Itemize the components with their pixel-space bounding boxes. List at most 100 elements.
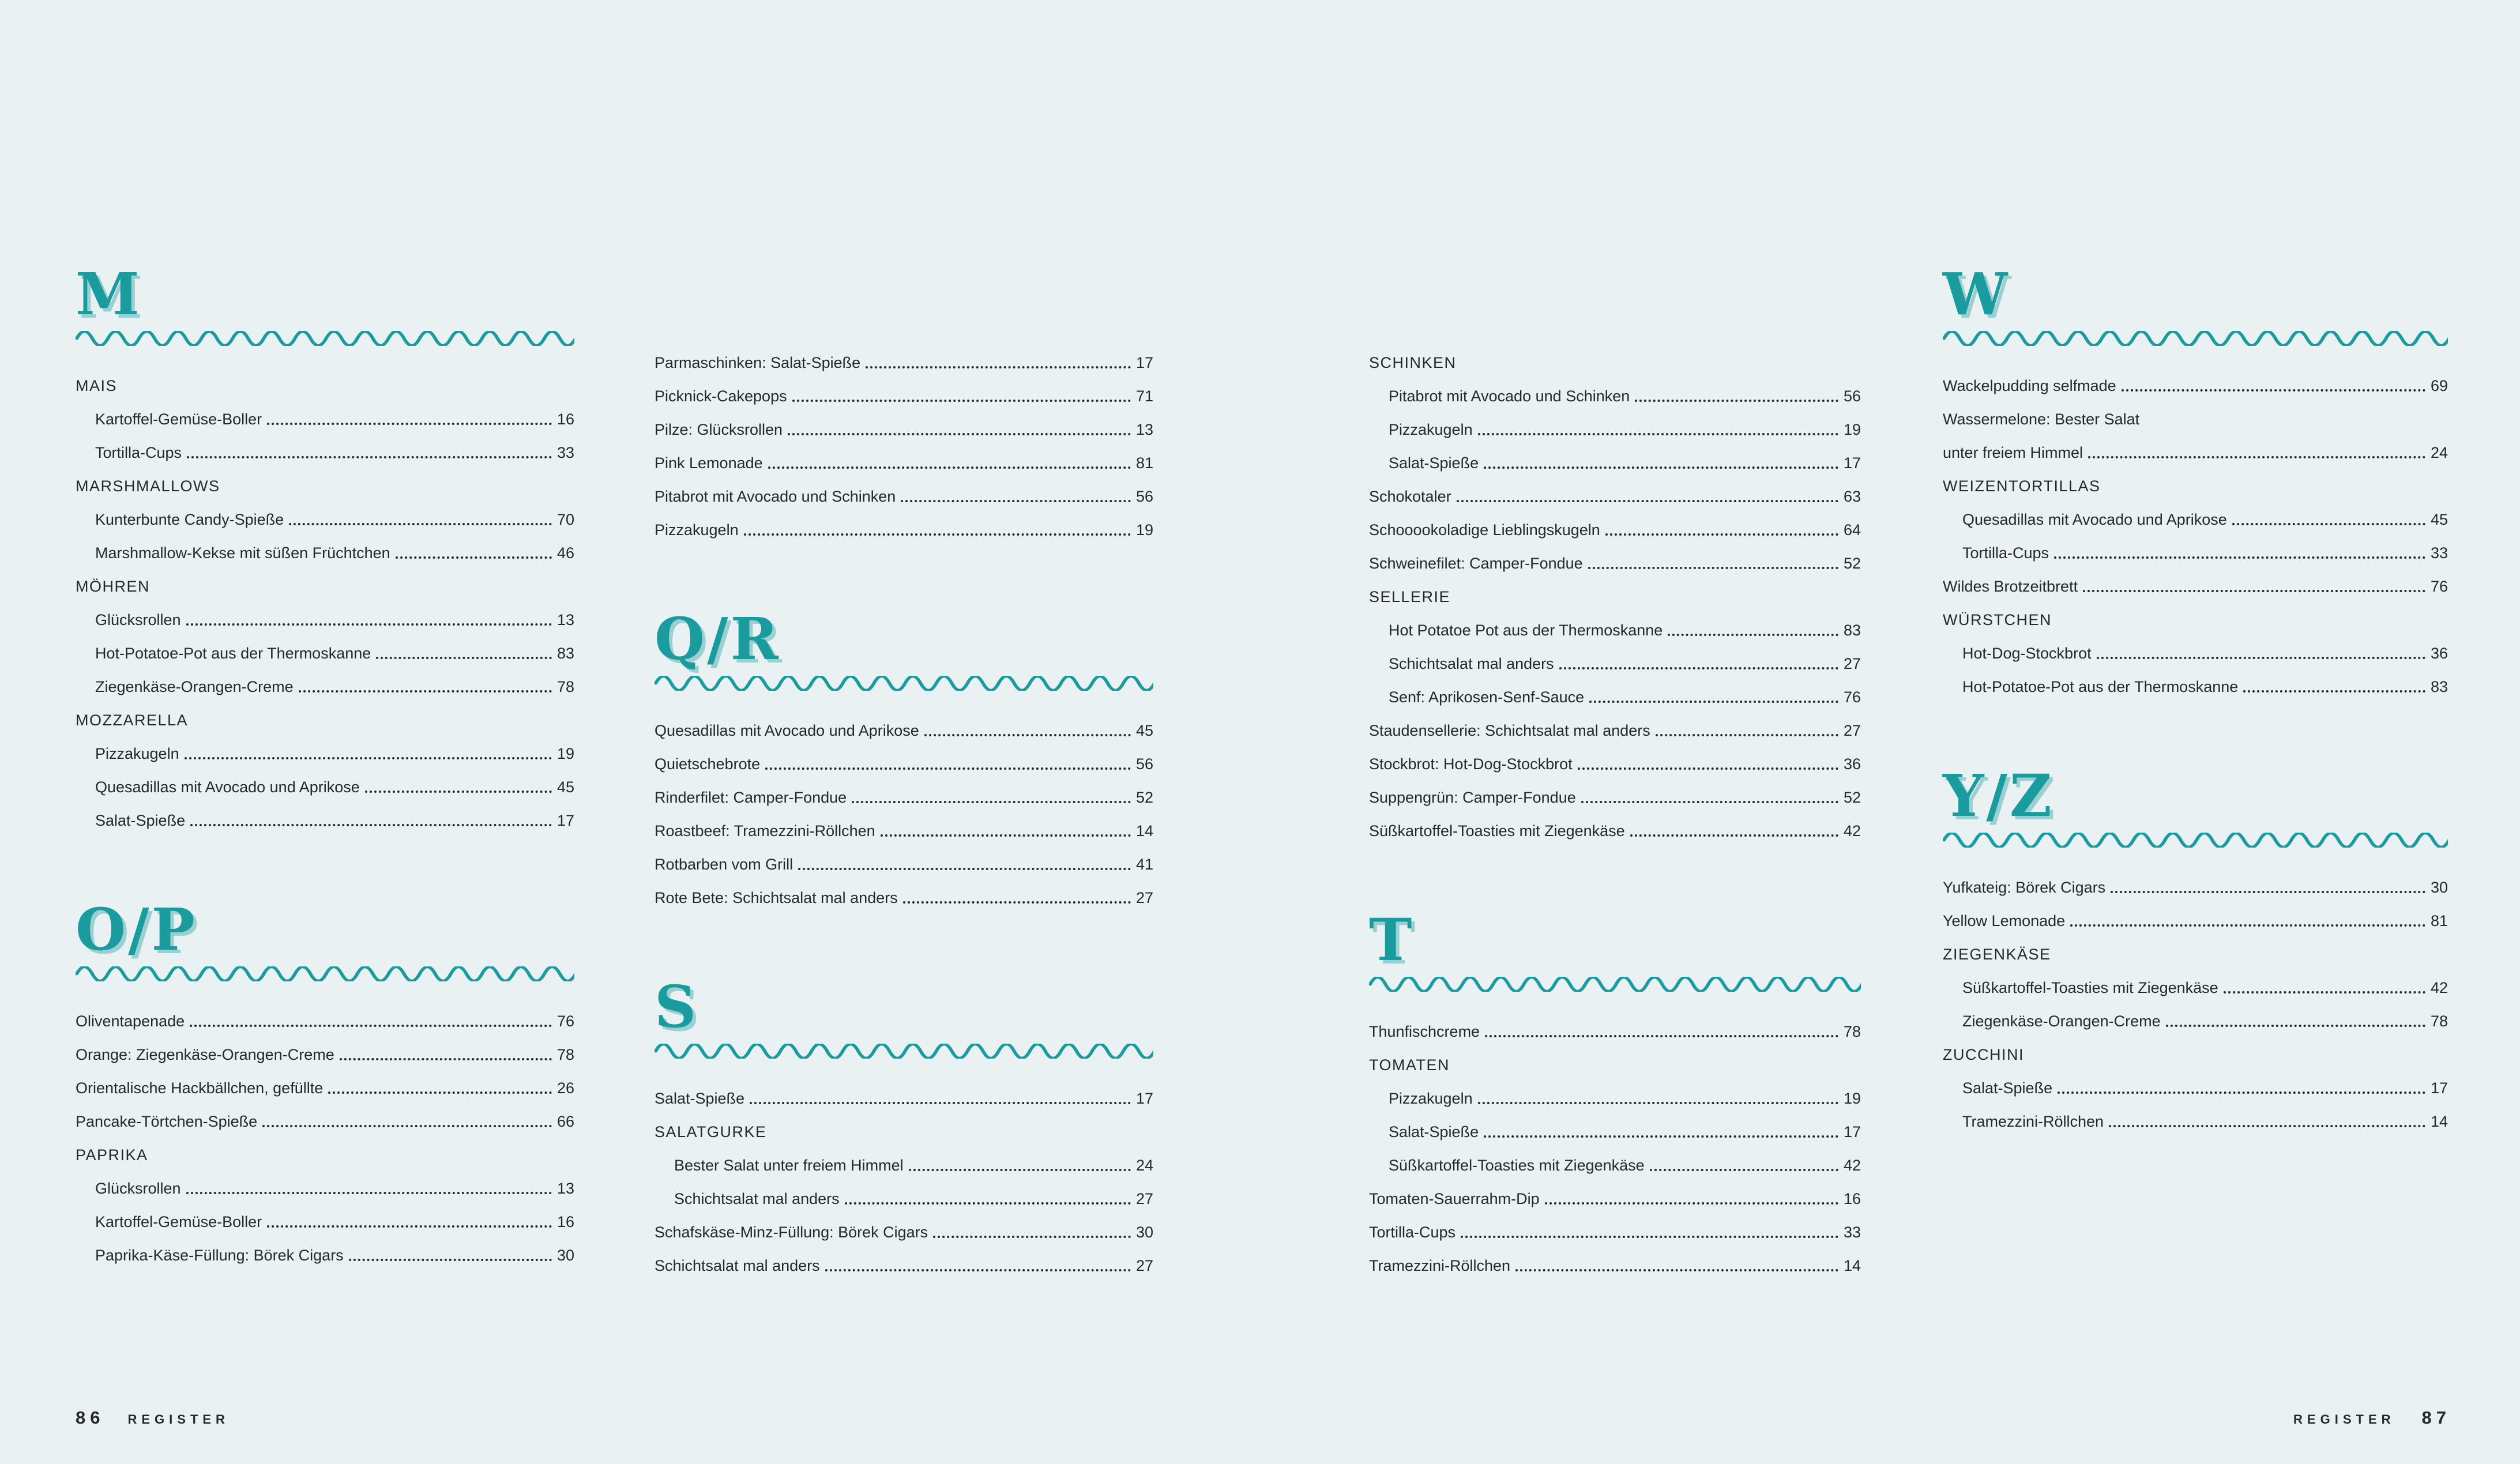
- entry-title: Hot Potatoe Pot aus der Thermoskanne: [1389, 621, 1663, 639]
- dot-leader: [2111, 882, 2425, 893]
- entry-title: Quesadillas mit Avocado und Aprikose: [1962, 510, 2227, 528]
- dot-leader: [743, 524, 1131, 536]
- index-column-col-1: M MAIS Kartoffel-Gemüse-Boller 16 Tortilla-C…: [76, 265, 574, 1272]
- dot-leader: [844, 1193, 1131, 1205]
- index-entry: Pancake-Törtchen-Spieße 66: [76, 1105, 574, 1138]
- index-entry: Tramezzini-Röllchen 14: [1943, 1105, 2448, 1138]
- index-entry: Pitabrot mit Avocado und Schinken 56: [1369, 379, 1861, 413]
- entry-page-number: 78: [556, 678, 574, 695]
- entry-page-number: 78: [1843, 1022, 1861, 1040]
- dot-leader: [1589, 691, 1838, 703]
- subhead-label: PAPRIKA: [76, 1146, 148, 1164]
- index-entry: Quesadillas mit Avocado und Aprikose 45: [76, 770, 574, 804]
- entry-page-number: 27: [1135, 889, 1153, 906]
- index-letter-section-header: W: [1943, 265, 2448, 346]
- dot-leader: [765, 758, 1131, 770]
- subhead-label: MAIS: [76, 377, 118, 394]
- left-footer-label: REGISTER: [127, 1412, 230, 1427]
- entry-page-number: 13: [1135, 420, 1153, 438]
- index-subhead: MARSHMALLOWS: [76, 469, 574, 503]
- entry-page-number: 45: [1135, 721, 1153, 739]
- dot-leader: [267, 413, 552, 425]
- index-subhead: MOZZARELLA: [76, 703, 574, 737]
- index-entry: Schokotaler 63: [1369, 480, 1861, 513]
- index-entry: Roastbeef: Tramezzini-Röllchen 14: [655, 814, 1153, 848]
- entry-page-number: 17: [1135, 1089, 1153, 1107]
- squiggle-divider: [76, 966, 574, 981]
- index-subhead: SCHINKEN: [1369, 346, 1861, 379]
- entry-page-number: 17: [1843, 454, 1861, 472]
- entry-page-number: 52: [1135, 788, 1153, 806]
- index-subhead: ZUCCHINI: [1943, 1038, 2448, 1071]
- entry-page-number: 63: [1843, 487, 1861, 505]
- index-entry: Ziegenkäse-Orangen-Creme 78: [1943, 1004, 2448, 1038]
- entry-title: Wassermelone: Bester Salat: [1943, 410, 2140, 428]
- index-entry: Glücksrollen 13: [76, 603, 574, 637]
- entry-page-number: 66: [556, 1112, 574, 1130]
- squiggle-divider: [655, 1044, 1153, 1059]
- entry-page-number: 13: [556, 611, 574, 628]
- index-entry: Schafskäse-Minz-Füllung: Börek Cigars 30: [655, 1215, 1153, 1249]
- entry-title: Tortilla-Cups: [1369, 1223, 1456, 1241]
- entry-page-number: 83: [556, 644, 574, 662]
- index-entry: Tortilla-Cups 33: [1943, 536, 2448, 570]
- index-entry: Orange: Ziegenkäse-Orangen-Creme 78: [76, 1038, 574, 1071]
- entry-page-number: 33: [2430, 544, 2448, 562]
- entry-title: Pancake-Törtchen-Spieße: [76, 1112, 258, 1130]
- index-entry: Yufkateig: Börek Cigars 30: [1943, 871, 2448, 904]
- subhead-label: SALATGURKE: [655, 1123, 767, 1141]
- index-letter-section-header: S: [655, 978, 1153, 1059]
- dot-leader: [866, 357, 1131, 368]
- index-entry: Pizzakugeln 19: [76, 737, 574, 770]
- subhead-label: MÖHREN: [76, 577, 150, 595]
- entry-page-number: 42: [1843, 1156, 1861, 1174]
- index-entry: Schooookoladige Lieblingskugeln 64: [1369, 513, 1861, 547]
- dot-leader: [262, 1116, 552, 1127]
- entry-title: Orange: Ziegenkäse-Orangen-Creme: [76, 1045, 334, 1063]
- subhead-label: MARSHMALLOWS: [76, 477, 220, 495]
- entry-page-number: 42: [2430, 978, 2448, 996]
- dot-leader: [1484, 457, 1838, 469]
- index-entry: Paprika-Käse-Füllung: Börek Cigars 30: [76, 1239, 574, 1272]
- entry-title: Schafskäse-Minz-Füllung: Börek Cigars: [655, 1223, 928, 1241]
- dot-leader: [184, 748, 552, 759]
- entry-page-number: 30: [2430, 878, 2448, 896]
- dot-leader: [186, 614, 552, 626]
- index-entry: Bester Salat unter freiem Himmel 24: [655, 1149, 1153, 1182]
- dot-leader: [768, 457, 1131, 469]
- index-entry: Thunfischcreme 78: [1369, 1015, 1861, 1048]
- dot-leader: [298, 681, 552, 693]
- index-subhead: SALATGURKE: [655, 1115, 1153, 1149]
- entry-title: Rotbarben vom Grill: [655, 855, 793, 873]
- squiggle-divider: [1943, 833, 2448, 848]
- index-entry: Süßkartoffel-Toasties mit Ziegenkäse 42: [1943, 971, 2448, 1004]
- index-entry: Tortilla-Cups 33: [76, 436, 574, 469]
- entry-title: Pizzakugeln: [95, 744, 179, 762]
- index-entry: Quesadillas mit Avocado und Aprikose 45: [1943, 503, 2448, 536]
- entry-title: Thunfischcreme: [1369, 1022, 1480, 1040]
- index-column-col-4: W Wackelpudding selfmade 69 Wassermelone: B…: [1943, 265, 2448, 1138]
- squiggle-divider: [1943, 331, 2448, 346]
- entry-title: Tomaten-Sauerrahm-Dip: [1369, 1190, 1540, 1207]
- index-subhead: WEIZENTORTILLAS: [1943, 469, 2448, 503]
- index-entry: Wackelpudding selfmade 69: [1943, 369, 2448, 402]
- entry-page-number: 78: [2430, 1012, 2448, 1030]
- index-subhead: TOMATEN: [1369, 1048, 1861, 1082]
- index-entry: Hot Potatoe Pot aus der Thermoskanne 83: [1369, 614, 1861, 647]
- entry-title: Marshmallow-Kekse mit süßen Früchtchen: [95, 544, 390, 562]
- entry-page-number: 36: [1843, 755, 1861, 773]
- dot-leader: [1605, 524, 1838, 536]
- dot-leader: [1461, 1226, 1838, 1238]
- entry-title: Quesadillas mit Avocado und Aprikose: [655, 721, 919, 739]
- index-subhead: SELLERIE: [1369, 580, 1861, 614]
- entry-title: Tramezzini-Röllchen: [1369, 1256, 1511, 1274]
- index-entry: Tramezzini-Röllchen 14: [1369, 1249, 1861, 1282]
- index-column-col-2: Parmaschinken: Salat-Spieße 17 Picknick-Ca…: [655, 265, 1153, 1282]
- entry-title: Salat-Spieße: [1389, 454, 1479, 472]
- entry-page-number: 36: [2430, 644, 2448, 662]
- index-entry: Oliventapenade 76: [76, 1004, 574, 1038]
- dot-leader: [1630, 825, 1838, 837]
- entry-title: Süßkartoffel-Toasties mit Ziegenkäse: [1962, 978, 2218, 996]
- left-page-footer: 86 REGISTER: [76, 1407, 230, 1428]
- entry-title: Rote Bete: Schichtsalat mal anders: [655, 889, 898, 906]
